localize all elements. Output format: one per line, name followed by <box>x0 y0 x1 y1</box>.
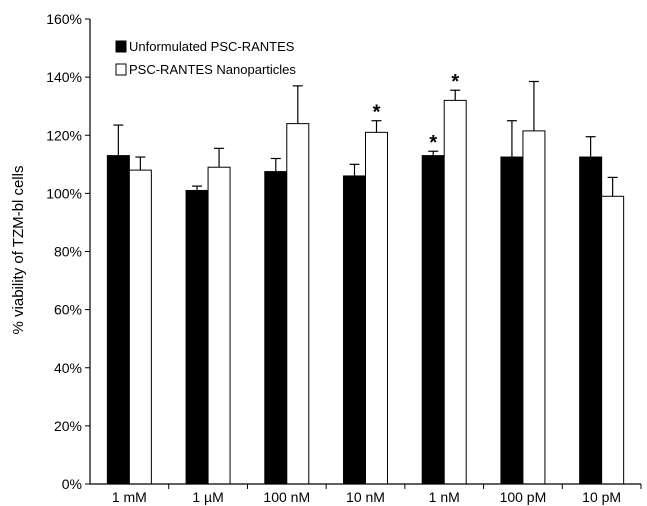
x-tick-label-5: 100 pM <box>500 489 547 505</box>
labels-layer: 1 mM 1 µM 100 nM * 10 nM * * 1 nM 100 pM 10 pM 0% 2… <box>46 11 621 505</box>
bar-unformulated-1 <box>185 189 209 485</box>
x-tick-label-2: 100 nM <box>263 489 310 505</box>
x-tick-label-0: 1 mM <box>112 489 147 505</box>
bar-nanoparticles-3 <box>365 131 388 485</box>
x-tick-label-6: 10 pM <box>582 489 621 505</box>
legend-swatch-nanoparticles <box>115 63 127 76</box>
bar-nanoparticles-6 <box>601 195 625 485</box>
bar-nanoparticles-4 <box>443 99 467 485</box>
axes-layer <box>85 18 642 489</box>
y-tick-label-0: 0% <box>62 476 82 492</box>
bar-unformulated-2 <box>264 171 288 485</box>
bar-nanoparticles-2 <box>286 123 310 485</box>
significance-marker-unformulated-4: * <box>429 132 437 154</box>
y-tick-label-7: 140% <box>46 69 82 85</box>
y-tick-label-6: 120% <box>46 127 82 143</box>
legend-label-unformulated: Unformulated PSC-RANTES <box>129 39 295 54</box>
bar-nanoparticles-5 <box>522 130 546 485</box>
legend-swatch-unformulated <box>115 40 127 53</box>
bar-unformulated-6 <box>579 156 603 485</box>
significance-marker-nanoparticles-3: * <box>373 102 381 124</box>
bar-unformulated-5 <box>500 156 524 485</box>
bar-unformulated-3 <box>343 175 366 485</box>
bar-unformulated-0 <box>106 155 130 485</box>
y-tick-label-8: 160% <box>46 11 82 27</box>
y-tick-label-3: 60% <box>54 302 82 318</box>
y-tick-label-5: 100% <box>46 185 82 201</box>
y-tick-label-4: 80% <box>54 244 82 260</box>
legend-label-nanoparticles: PSC-RANTES Nanoparticles <box>129 62 296 77</box>
y-axis-label: % viability of TZM-bl cells <box>10 166 27 335</box>
x-tick-label-3: 10 nM <box>346 489 385 505</box>
bars-layer <box>106 80 625 485</box>
legend: Unformulated PSC-RANTES PSC-RANTES Nanop… <box>115 39 296 77</box>
bar-nanoparticles-0 <box>128 169 152 485</box>
bar-unformulated-4 <box>421 155 445 485</box>
y-tick-label-1: 20% <box>54 418 82 434</box>
significance-marker-nanoparticles-4: * <box>451 71 459 93</box>
bar-nanoparticles-1 <box>207 166 231 485</box>
y-tick-label-2: 40% <box>54 360 82 376</box>
x-tick-label-1: 1 µM <box>192 489 223 505</box>
x-tick-label-4: 1 nM <box>429 489 460 505</box>
